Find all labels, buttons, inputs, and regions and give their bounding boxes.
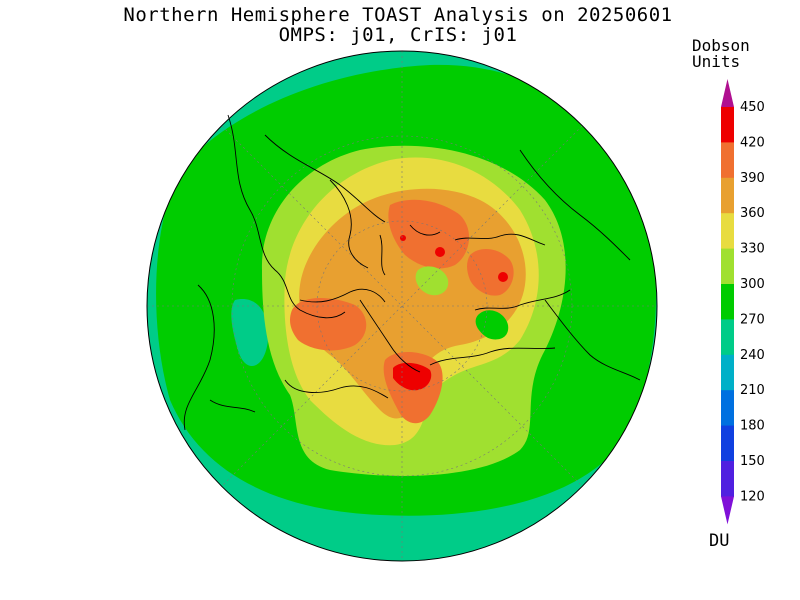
colorbar-tick-label: 210	[740, 383, 765, 398]
ozone-band-420-450-spot-a	[435, 247, 445, 257]
ozone-band-270-300-patch	[475, 310, 509, 340]
colorbar-tick-label: 360	[740, 206, 765, 221]
colorbar-band	[721, 213, 734, 250]
colorbar-tick-label: 240	[740, 348, 765, 363]
colorbar-band	[721, 461, 734, 497]
ozone-band-390-420-west	[290, 298, 367, 351]
colorbar-tick-label: 180	[740, 419, 765, 434]
colorbar-tick-label: 390	[740, 171, 765, 186]
colorbar-title-line1: Dobson	[692, 36, 750, 55]
ozone-band-420-450-spot-b	[498, 272, 508, 282]
colorbar-band	[721, 390, 734, 427]
colorbar-bottom-arrow	[721, 496, 734, 525]
ozone-band-360-390	[299, 188, 526, 419]
colorbar-title-line2: Units	[692, 52, 741, 71]
ozone-band-390-420-east	[467, 248, 514, 296]
coastlines	[183, 114, 641, 431]
colorbar-tick-label: 450	[740, 100, 765, 115]
map-subtitle: OMPS: j01, CrIS: j01	[278, 24, 518, 46]
colorbar-tick-label: 420	[740, 135, 765, 150]
ozone-band-240-270-lobe	[231, 299, 269, 367]
colorbar-unit-label: DU	[709, 531, 730, 551]
colorbar-top-arrow	[721, 79, 734, 107]
colorbar-tick-label: 330	[740, 242, 765, 257]
colorbar-band	[721, 142, 734, 179]
colorbar-band	[721, 107, 734, 143]
globe-outline	[146, 50, 658, 562]
ozone-band-420-450-peak	[393, 362, 432, 391]
colorbar-tick-label: 300	[740, 277, 765, 292]
colorbar-band	[721, 177, 734, 214]
colorbar-tick-label: 270	[740, 312, 765, 327]
map-title: Northern Hemisphere TOAST Analysis on 20…	[123, 4, 673, 26]
colorbar-band	[721, 284, 734, 320]
colorbar-band	[721, 248, 734, 285]
ozone-band-300-330-patch	[415, 266, 449, 296]
colorbar-band	[721, 354, 734, 391]
ozone-band-420-450-spot-c	[400, 235, 406, 241]
colorbar-tick-label: 150	[740, 454, 765, 469]
graticule	[147, 51, 657, 561]
ozone-band-390-420-center	[388, 199, 470, 269]
ozone-field	[147, 51, 657, 561]
colorbar-band	[721, 319, 734, 356]
colorbar: 450 420 390 360 330 300 270 240 210 180 150 120	[721, 79, 765, 525]
colorbar-tick-label: 120	[740, 489, 765, 504]
colorbar-band	[721, 425, 734, 462]
